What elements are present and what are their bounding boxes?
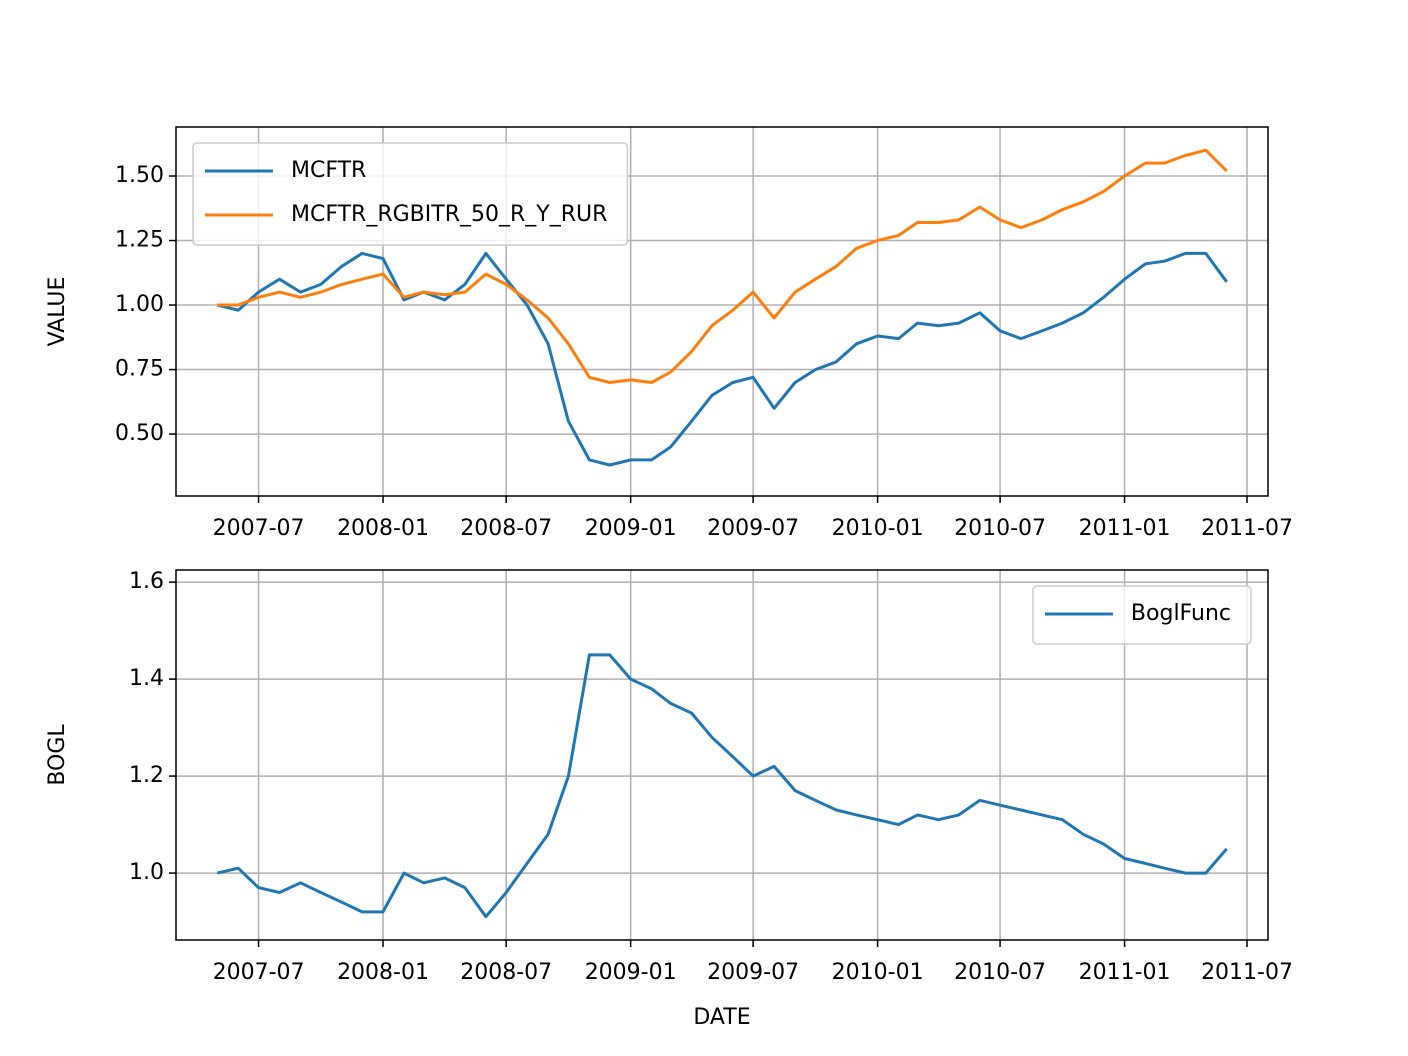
- x-tick-label: 2008-07: [460, 960, 552, 985]
- x-tick-label: 2010-07: [954, 960, 1046, 985]
- y-axis-label: BOGL: [45, 724, 70, 786]
- legend-label: MCFTR_RGBITR_50_R_Y_RUR: [291, 202, 607, 227]
- x-tick-label: 2009-07: [707, 516, 799, 541]
- x-tick-label: 2010-01: [832, 960, 924, 985]
- legend: BoglFunc: [1032, 585, 1252, 645]
- x-tick-label: 2008-01: [337, 516, 429, 541]
- axes-frame: [175, 569, 1269, 941]
- y-tick-label: 1.00: [115, 292, 164, 317]
- x-tick-label: 2009-01: [585, 516, 677, 541]
- x-tick-label: 2011-01: [1079, 516, 1171, 541]
- x-tick-label: 2010-01: [832, 516, 924, 541]
- x-tick-label: 2008-07: [460, 516, 552, 541]
- x-tick-label: 2010-07: [954, 516, 1046, 541]
- y-tick-label: 1.6: [129, 569, 164, 594]
- y-tick-label: 0.75: [115, 357, 164, 382]
- x-tick-label: 2007-07: [213, 960, 305, 985]
- series-line: [217, 148, 1228, 384]
- y-tick-label: 0.50: [115, 421, 164, 446]
- x-tick-label: 2011-07: [1201, 516, 1293, 541]
- y-tick-label: 1.50: [115, 163, 164, 188]
- legend-box: [192, 142, 629, 246]
- x-axis-label: DATE: [693, 1005, 750, 1030]
- x-tick-label: 2009-07: [707, 960, 799, 985]
- y-tick-label: 1.2: [129, 763, 164, 788]
- y-tick-label: 1.0: [129, 860, 164, 885]
- y-tick-label: 1.25: [115, 228, 164, 253]
- x-tick-label: 2008-01: [337, 960, 429, 985]
- series-line: [216, 653, 1228, 919]
- series-line: [216, 251, 1228, 467]
- y-tick-label: 1.4: [129, 666, 164, 691]
- legend-label: BoglFunc: [1131, 601, 1231, 626]
- x-tick-label: 2011-01: [1079, 960, 1171, 985]
- y-axis-label: VALUE: [45, 277, 70, 347]
- legend: MCFTR MCFTR_RGBITR_50_R_Y_RUR: [192, 142, 629, 246]
- x-tick-label: 2007-07: [213, 516, 305, 541]
- axes-frame: [175, 126, 1269, 497]
- legend-label: MCFTR: [291, 158, 366, 183]
- legend-box: [1032, 585, 1252, 645]
- x-tick-label: 2009-01: [585, 960, 677, 985]
- x-tick-label: 2011-07: [1201, 960, 1293, 985]
